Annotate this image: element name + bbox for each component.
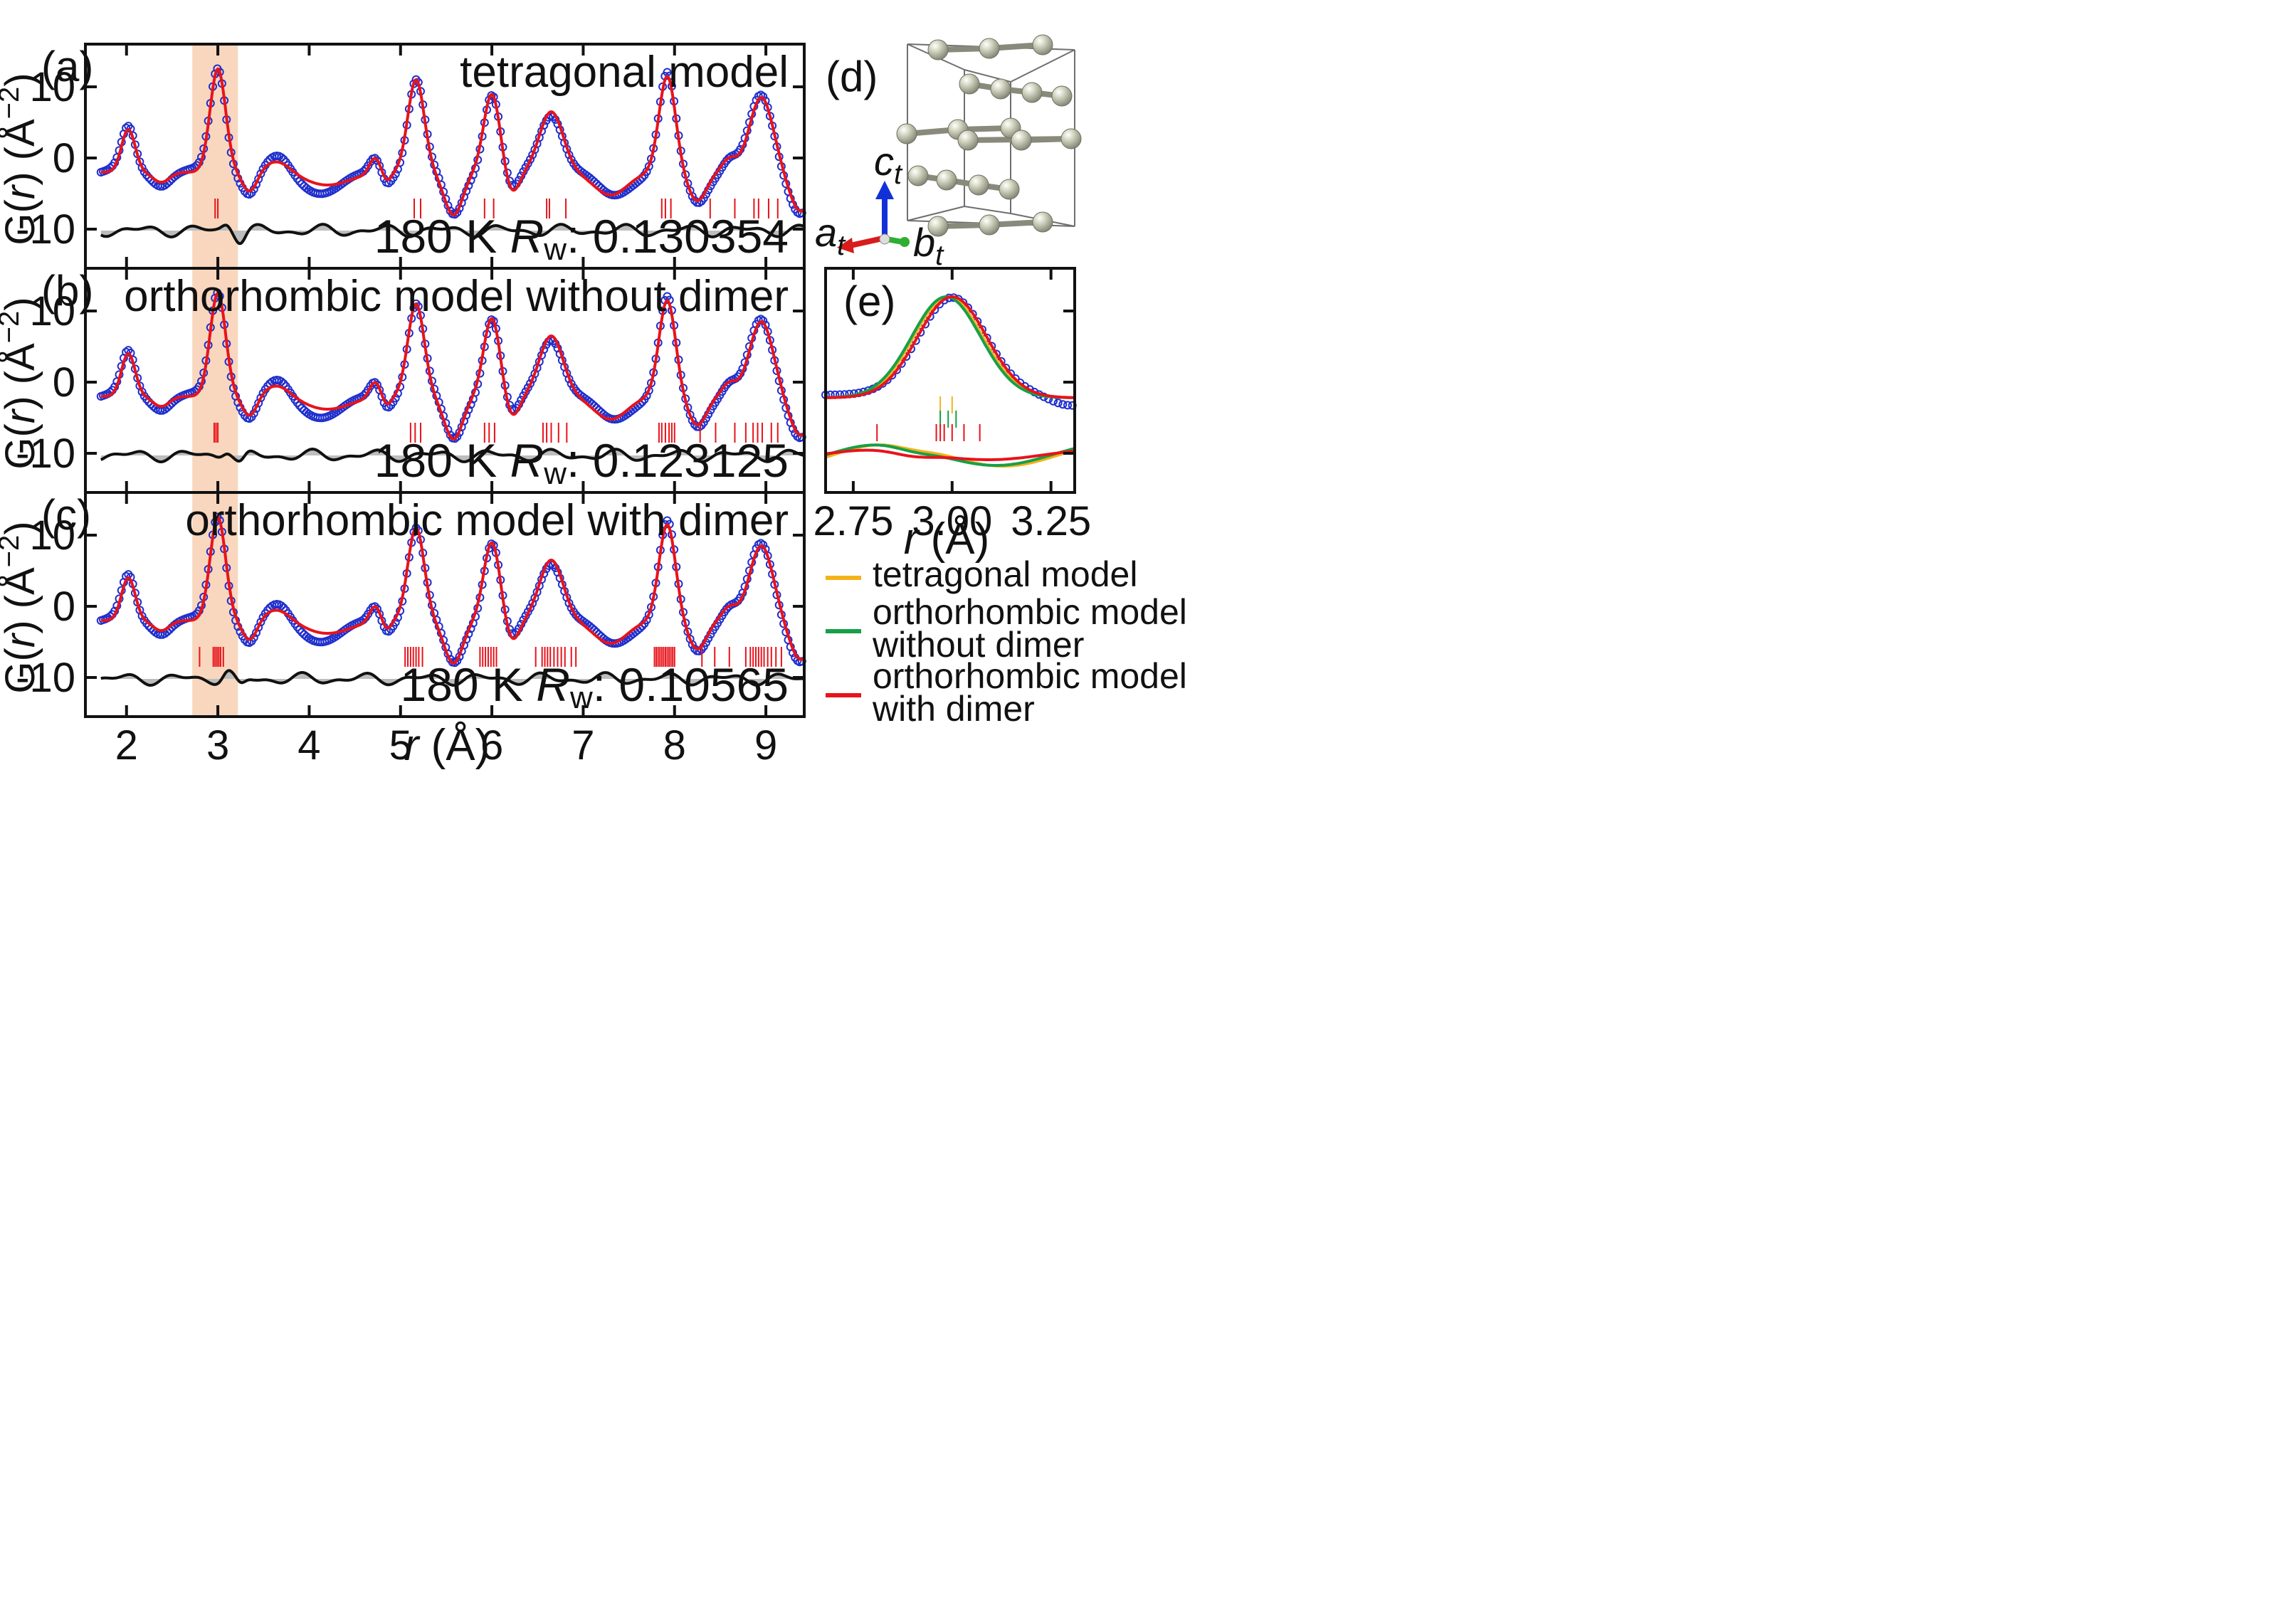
panel-label-d: (d) bbox=[826, 53, 878, 100]
x-label-unit: (Å) bbox=[418, 721, 490, 770]
atom bbox=[959, 74, 979, 94]
spacer bbox=[497, 434, 510, 487]
axis-c-sub: t bbox=[894, 159, 903, 190]
temperature: 180 K bbox=[374, 210, 497, 263]
y-label-part: ) (Å bbox=[0, 343, 43, 410]
rw-annotation: 180 K Rw: 0.10565 bbox=[400, 658, 789, 715]
spacer bbox=[523, 658, 536, 711]
axis-b-letter: b bbox=[913, 220, 935, 265]
spacer bbox=[497, 210, 510, 263]
atom bbox=[897, 124, 917, 144]
temperature: 180 K bbox=[374, 434, 497, 487]
y-label-exp: −2 bbox=[0, 311, 25, 344]
zoom-x-tick-label: 2.75 bbox=[813, 498, 893, 544]
rw-value: 0.123125 bbox=[593, 434, 789, 487]
atom bbox=[1052, 86, 1072, 106]
axis-c-label: ct bbox=[874, 139, 903, 190]
y-label-exp: −2 bbox=[0, 87, 25, 120]
atom bbox=[1022, 83, 1042, 102]
y-label-part: ) bbox=[0, 521, 43, 534]
axis-a-arrow bbox=[851, 238, 883, 246]
rw-separator: : bbox=[567, 210, 593, 263]
cell-edge bbox=[964, 206, 1011, 213]
panel-label: (b) bbox=[41, 267, 93, 315]
model-label: orthorhombic model with dimer bbox=[185, 496, 789, 545]
atom bbox=[1011, 130, 1031, 150]
panel-label: (a) bbox=[41, 43, 93, 90]
y-label-part: G( bbox=[0, 423, 43, 469]
panel-c: 10 0 -10 2 3 4 5 6 7 8 9 (c) orthorhombic model with… bbox=[0, 491, 806, 769]
legend-label: tetragonal model bbox=[873, 554, 1137, 594]
atom bbox=[958, 130, 978, 150]
axis-a-letter: a bbox=[815, 210, 837, 255]
x-tick-label: 7 bbox=[572, 722, 594, 769]
x-tick-label: 8 bbox=[663, 722, 686, 769]
zoom-x-tick-label: 3.25 bbox=[1011, 498, 1091, 544]
x-label-r: r bbox=[404, 721, 421, 770]
rw-symbol: R bbox=[510, 434, 544, 487]
panel-label: (c) bbox=[41, 491, 91, 539]
atom bbox=[969, 175, 989, 195]
rw-symbol: R bbox=[510, 210, 544, 263]
rw-annotation: 180 K Rw: 0.123125 bbox=[374, 434, 789, 491]
rw-annotation: 180 K Rw: 0.130354 bbox=[374, 210, 789, 267]
atom bbox=[979, 215, 999, 235]
model-label: tetragonal model bbox=[460, 48, 789, 97]
legend-label: with dimer bbox=[872, 689, 1035, 729]
pdf-figure: 100-10(a) tetragonal model180 K Rw: 0.130… bbox=[0, 0, 2296, 1609]
panel-b: 10 0 -10 (b) orthorhombic model without dime… bbox=[0, 267, 806, 492]
x-tick-label: 4 bbox=[297, 722, 320, 769]
atom bbox=[979, 38, 999, 58]
axis-b-head bbox=[900, 237, 910, 247]
rw-symbol: R bbox=[536, 658, 570, 711]
panel-e: 2.75 3.00 3.25 (e) r (Å) bbox=[813, 268, 1091, 564]
atom bbox=[928, 40, 948, 60]
rw-subscript: w bbox=[543, 232, 567, 267]
y-tick-label: 0 bbox=[53, 135, 75, 181]
axis-a-sub: t bbox=[837, 230, 846, 261]
model-label: orthorhombic model without dimer bbox=[124, 272, 789, 321]
x-tick-label: 9 bbox=[754, 722, 777, 769]
y-label-part: ) bbox=[0, 73, 43, 86]
atom bbox=[1061, 129, 1081, 149]
atom bbox=[1033, 35, 1053, 55]
atom bbox=[991, 79, 1011, 99]
y-tick-label: 0 bbox=[53, 359, 75, 406]
atom bbox=[999, 179, 1019, 199]
temperature: 180 K bbox=[400, 658, 522, 711]
rw-separator: : bbox=[593, 658, 619, 711]
x-tick-label: 2 bbox=[115, 722, 138, 769]
y-label-exp: −2 bbox=[0, 535, 25, 568]
axis-a-label: at bbox=[815, 210, 846, 261]
atom bbox=[908, 166, 928, 186]
x-axis-label: r (Å) bbox=[404, 721, 490, 770]
rw-value: 0.10565 bbox=[618, 658, 789, 711]
panel-label-e: (e) bbox=[843, 278, 895, 325]
y-label-part: G( bbox=[0, 199, 43, 245]
rw-separator: : bbox=[567, 434, 593, 487]
axis-b-sub: t bbox=[935, 240, 944, 271]
y-label-part: ) (Å bbox=[0, 119, 43, 186]
axis-c-letter: c bbox=[874, 139, 894, 184]
rw-value: 0.130354 bbox=[593, 210, 789, 263]
axis-origin bbox=[880, 234, 890, 244]
y-tick-label: 0 bbox=[53, 584, 75, 630]
atom bbox=[937, 170, 957, 190]
y-label-part: ) (Å bbox=[0, 567, 43, 634]
atom bbox=[1033, 212, 1053, 232]
rw-subscript: w bbox=[569, 680, 593, 715]
x-tick-label: 3 bbox=[206, 722, 229, 769]
y-label-part: ) bbox=[0, 297, 43, 310]
y-label-part: G( bbox=[0, 648, 43, 693]
rw-subscript: w bbox=[543, 456, 567, 491]
panel-a: 10 0 -10 (a) tetragonal model 180 K Rw: 0.130… bbox=[0, 43, 806, 268]
